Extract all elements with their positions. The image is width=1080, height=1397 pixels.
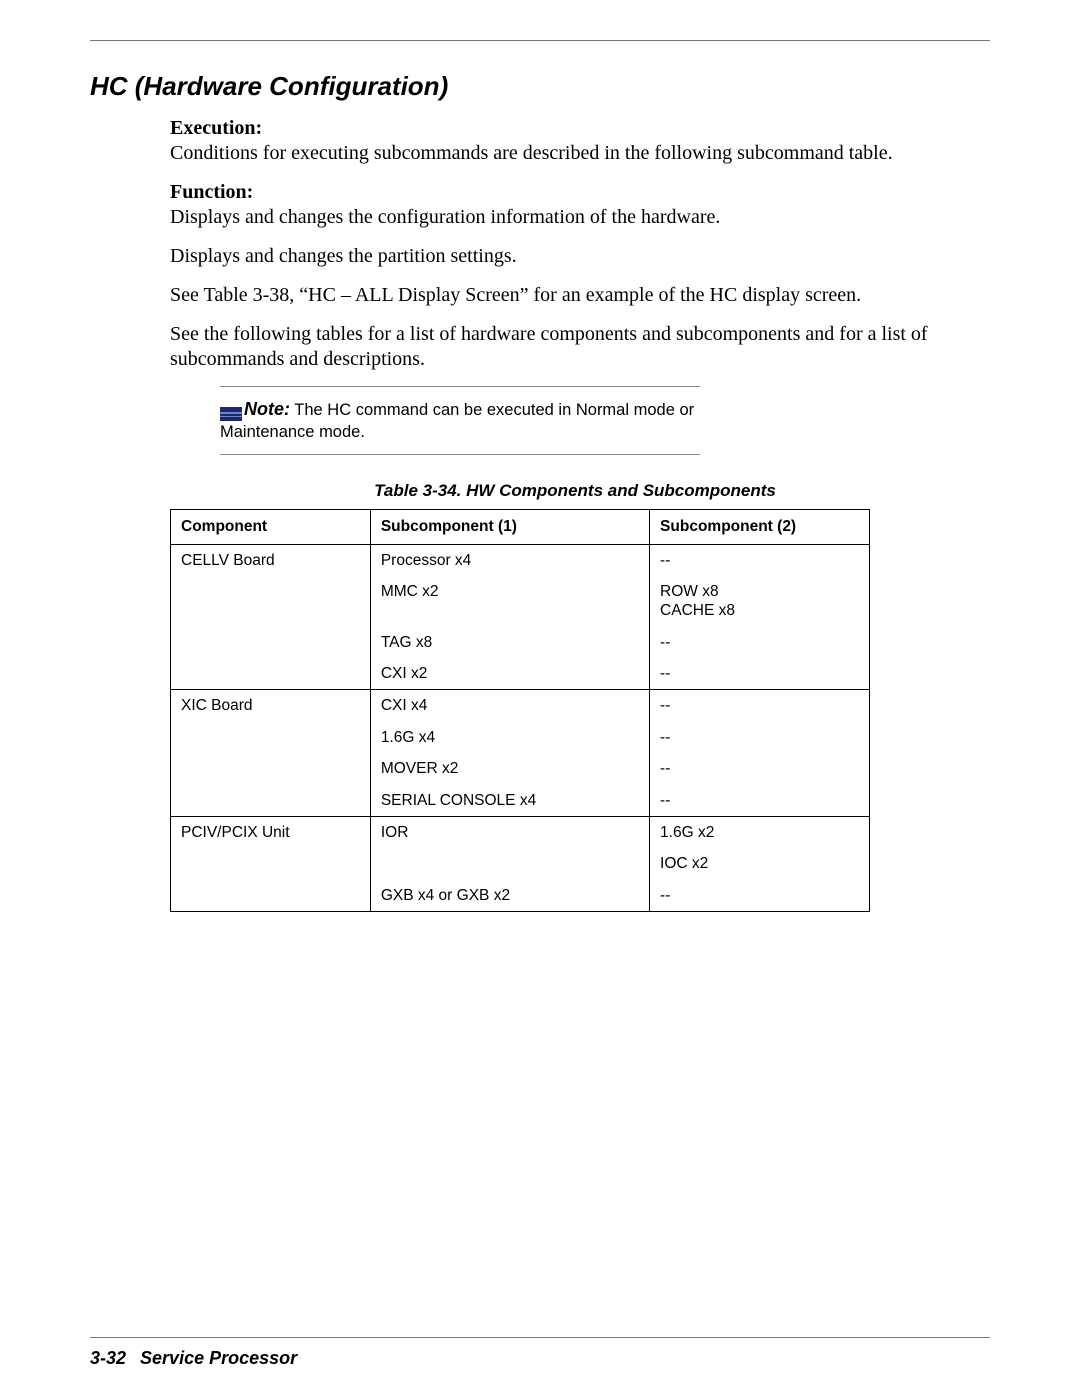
cell-sub1: CXI x4 — [370, 690, 649, 722]
cell-sub2-line: -- — [660, 886, 859, 905]
cell-sub1: GXB x4 or GXB x2 — [370, 880, 649, 912]
cell-component — [171, 785, 371, 817]
cell-sub1: IOR — [370, 816, 649, 848]
table-row: CELLV BoardProcessor x4 -- — [171, 544, 870, 576]
table-row: CXI x2 -- — [171, 658, 870, 690]
cell-sub1: 1.6G x4 — [370, 722, 649, 753]
col-header-sub1: Subcomponent (1) — [370, 509, 649, 544]
cell-sub2-line: -- — [660, 791, 859, 810]
cell-sub2: -- — [650, 690, 870, 722]
note-content: Note: The HC command can be executed in … — [220, 387, 700, 454]
cell-sub1: SERIAL CONSOLE x4 — [370, 785, 649, 817]
cell-component — [171, 880, 371, 912]
note-label: Note: — [244, 399, 290, 419]
section-heading: HC (Hardware Configuration) — [90, 71, 990, 102]
table-row: SERIAL CONSOLE x4 -- — [171, 785, 870, 817]
function-heading: Function: — [170, 181, 253, 203]
cell-component — [171, 848, 371, 879]
table-row: MMC x2ROW x8CACHE x8 — [171, 576, 870, 627]
cell-sub2: IOC x2 — [650, 848, 870, 879]
note-bottom-rule — [220, 454, 700, 455]
cell-sub2: ROW x8CACHE x8 — [650, 576, 870, 627]
cell-component: CELLV Board — [171, 544, 371, 576]
execution-block: Execution: Conditions for executing subc… — [170, 116, 980, 166]
cell-sub2: 1.6G x2 — [650, 816, 870, 848]
cell-component — [171, 753, 371, 784]
table-header-row: Component Subcomponent (1) Subcomponent … — [171, 509, 870, 544]
function-text-2: Displays and changes the partition setti… — [170, 244, 980, 269]
footer-title: Service Processor — [140, 1348, 297, 1368]
cell-sub2-line: -- — [660, 728, 859, 747]
hw-components-table: Component Subcomponent (1) Subcomponent … — [170, 509, 870, 913]
cell-sub2: -- — [650, 658, 870, 690]
document-page: HC (Hardware Configuration) Execution: C… — [0, 0, 1080, 1397]
cell-sub2: -- — [650, 627, 870, 658]
table-row: MOVER x2 -- — [171, 753, 870, 784]
cell-sub2: -- — [650, 722, 870, 753]
table-row: 1.6G x4 -- — [171, 722, 870, 753]
table-row: PCIV/PCIX UnitIOR 1.6G x2 — [171, 816, 870, 848]
cell-sub1 — [370, 848, 649, 879]
table-caption: Table 3-34. HW Components and Subcompone… — [170, 481, 980, 501]
cell-component — [171, 576, 371, 627]
body-content: Execution: Conditions for executing subc… — [170, 116, 980, 912]
cell-sub1: MMC x2 — [370, 576, 649, 627]
table-row: GXB x4 or GXB x2 -- — [171, 880, 870, 912]
function-text-3: See Table 3-38, “HC – ALL Display Screen… — [170, 283, 980, 308]
cell-sub1: TAG x8 — [370, 627, 649, 658]
table-row: IOC x2 — [171, 848, 870, 879]
cell-sub1: MOVER x2 — [370, 753, 649, 784]
cell-sub2-line: -- — [660, 551, 859, 570]
cell-sub2-line: ROW x8 — [660, 582, 859, 601]
cell-component — [171, 658, 371, 690]
cell-sub2: -- — [650, 880, 870, 912]
cell-sub2-line: 1.6G x2 — [660, 823, 859, 842]
cell-sub2-line: CACHE x8 — [660, 601, 859, 620]
cell-sub2: -- — [650, 753, 870, 784]
function-text-4: See the following tables for a list of h… — [170, 322, 980, 372]
note-icon — [220, 405, 242, 419]
execution-text: Conditions for executing subcommands are… — [170, 142, 893, 164]
cell-component — [171, 627, 371, 658]
note-text: The HC command can be executed in Normal… — [220, 401, 694, 441]
cell-sub2-line: -- — [660, 633, 859, 652]
cell-sub2: -- — [650, 785, 870, 817]
cell-component — [171, 722, 371, 753]
function-block: Function: Displays and changes the confi… — [170, 180, 980, 230]
cell-sub2-line: IOC x2 — [660, 854, 859, 873]
note-box: Note: The HC command can be executed in … — [220, 386, 700, 455]
cell-component: XIC Board — [171, 690, 371, 722]
cell-sub1: CXI x2 — [370, 658, 649, 690]
cell-component: PCIV/PCIX Unit — [171, 816, 371, 848]
table-row: TAG x8 -- — [171, 627, 870, 658]
col-header-sub2: Subcomponent (2) — [650, 509, 870, 544]
footer-page-number: 3-32 — [90, 1348, 126, 1368]
col-header-component: Component — [171, 509, 371, 544]
cell-sub2-line: -- — [660, 696, 859, 715]
cell-sub2-line: -- — [660, 664, 859, 683]
table-row: XIC BoardCXI x4 -- — [171, 690, 870, 722]
table-body: CELLV BoardProcessor x4--MMC x2ROW x8CAC… — [171, 544, 870, 912]
function-text-1: Displays and changes the configuration i… — [170, 206, 720, 228]
cell-sub1: Processor x4 — [370, 544, 649, 576]
cell-sub2: -- — [650, 544, 870, 576]
top-rule — [90, 40, 990, 41]
page-footer: 3-32 Service Processor — [90, 1337, 990, 1369]
execution-heading: Execution: — [170, 117, 262, 139]
cell-sub2-line: -- — [660, 759, 859, 778]
